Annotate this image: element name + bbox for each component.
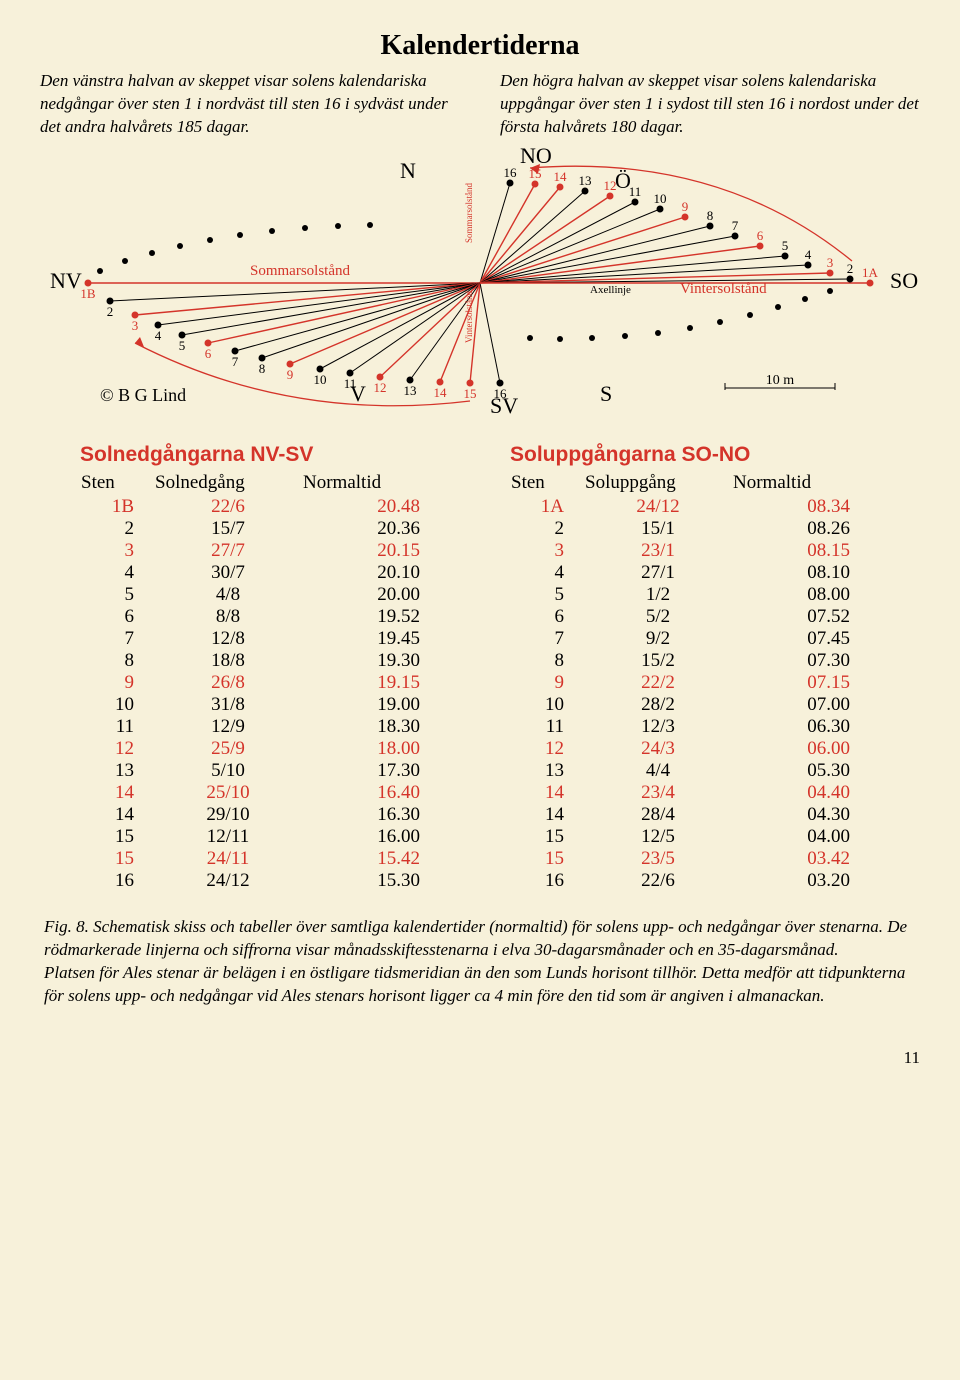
sunset-table: Solnedgångarna NV-SV StenSolnedgångNorma… bbox=[80, 443, 450, 892]
svg-text:10 m: 10 m bbox=[766, 373, 795, 388]
sunrise-title: Soluppgångarna SO-NO bbox=[510, 443, 880, 467]
svg-text:8: 8 bbox=[259, 361, 266, 376]
svg-text:SV: SV bbox=[490, 393, 518, 418]
svg-text:Vintersolstånd: Vintersolstånd bbox=[680, 281, 767, 297]
tables-row: Solnedgångarna NV-SV StenSolnedgångNorma… bbox=[80, 443, 880, 892]
sunrise-data-table: StenSoluppgångNormaltid1A24/1208.34215/1… bbox=[510, 471, 880, 892]
svg-text:7: 7 bbox=[732, 218, 739, 233]
svg-text:14: 14 bbox=[554, 169, 568, 184]
svg-text:SO: SO bbox=[890, 268, 918, 293]
svg-text:4: 4 bbox=[805, 247, 812, 262]
svg-text:Sommarsolstånd: Sommarsolstånd bbox=[464, 182, 474, 242]
svg-text:14: 14 bbox=[434, 385, 448, 400]
svg-text:16: 16 bbox=[504, 165, 518, 180]
svg-text:9: 9 bbox=[287, 367, 294, 382]
intro-row: Den vänstra halvan av skeppet visar sole… bbox=[40, 70, 920, 139]
svg-text:Ö: Ö bbox=[615, 168, 631, 193]
svg-text:Sommarsolstånd: Sommarsolstånd bbox=[250, 263, 350, 279]
svg-text:Vintersolstånd: Vintersolstånd bbox=[464, 290, 474, 342]
svg-text:12: 12 bbox=[374, 380, 387, 395]
svg-text:© B G Lind: © B G Lind bbox=[100, 385, 186, 405]
svg-text:2: 2 bbox=[107, 304, 114, 319]
intro-right: Den högra halvan av skeppet visar solens… bbox=[500, 70, 920, 139]
intro-left: Den vänstra halvan av skeppet visar sole… bbox=[40, 70, 460, 139]
figure-caption: Fig. 8. Schematisk skiss och tabeller öv… bbox=[44, 916, 916, 1008]
svg-text:1B: 1B bbox=[80, 286, 96, 301]
page-number: 11 bbox=[40, 1048, 920, 1068]
page-title: Kalendertiderna bbox=[40, 30, 920, 62]
sunset-title: Solnedgångarna NV-SV bbox=[80, 443, 450, 467]
svg-text:N: N bbox=[400, 158, 416, 183]
svg-text:13: 13 bbox=[404, 383, 417, 398]
svg-text:6: 6 bbox=[757, 228, 764, 243]
svg-text:2: 2 bbox=[847, 261, 854, 276]
svg-text:Axellinje: Axellinje bbox=[590, 284, 631, 296]
svg-text:4: 4 bbox=[155, 328, 162, 343]
svg-text:3: 3 bbox=[132, 318, 139, 333]
svg-text:3: 3 bbox=[827, 255, 834, 270]
svg-text:S: S bbox=[600, 381, 612, 406]
svg-text:7: 7 bbox=[232, 354, 239, 369]
ship-diagram: 1B23456789101112131415161615141312111098… bbox=[40, 143, 920, 423]
svg-text:15: 15 bbox=[464, 386, 477, 401]
svg-text:NO: NO bbox=[520, 143, 552, 168]
svg-text:5: 5 bbox=[179, 338, 186, 353]
sunset-data-table: StenSolnedgångNormaltid1B22/620.48215/72… bbox=[80, 471, 450, 892]
svg-text:10: 10 bbox=[654, 191, 667, 206]
svg-text:8: 8 bbox=[707, 208, 714, 223]
svg-text:9: 9 bbox=[682, 199, 689, 214]
svg-text:5: 5 bbox=[782, 238, 789, 253]
svg-text:6: 6 bbox=[205, 346, 212, 361]
svg-text:NV: NV bbox=[50, 268, 82, 293]
sunrise-table: Soluppgångarna SO-NO StenSoluppgångNorma… bbox=[510, 443, 880, 892]
svg-text:10: 10 bbox=[314, 372, 327, 387]
svg-text:V: V bbox=[350, 381, 366, 406]
svg-text:13: 13 bbox=[579, 173, 592, 188]
svg-text:1A: 1A bbox=[862, 265, 879, 280]
